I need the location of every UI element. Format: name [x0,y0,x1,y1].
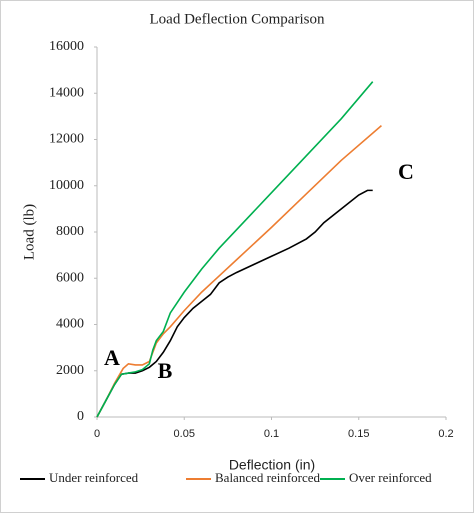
legend-label: Balanced reinforced [215,470,321,485]
y-tick-label: 2000 [56,363,84,378]
y-tick-label: 4000 [56,317,84,332]
chart-title: Load Deflection Comparison [150,11,325,27]
annotation: B [158,358,173,383]
x-axis-label: Deflection (in) [229,457,315,473]
annotation: C [398,159,414,184]
data-line [96,125,382,418]
y-axis-label: Load (lb) [21,204,37,260]
y-tick-label: 14000 [49,85,84,100]
legend-label: Over reinforced [349,470,432,485]
legend-label: Under reinforced [49,470,139,485]
annotation: A [104,345,120,370]
y-tick-label: 12000 [49,132,84,147]
x-tick-label: 0.2 [438,428,453,440]
y-tick-label: 8000 [56,224,84,239]
y-tick-label: 16000 [49,39,84,54]
x-tick-label: 0.05 [174,428,195,440]
x-tick-label: 0 [94,428,100,440]
x-tick-label: 0.15 [348,428,369,440]
data-line [96,81,374,418]
y-tick-label: 10000 [49,178,84,193]
y-tick-label: 0 [77,409,84,424]
y-tick-label: 6000 [56,270,84,285]
x-tick-label: 0.1 [264,428,279,440]
